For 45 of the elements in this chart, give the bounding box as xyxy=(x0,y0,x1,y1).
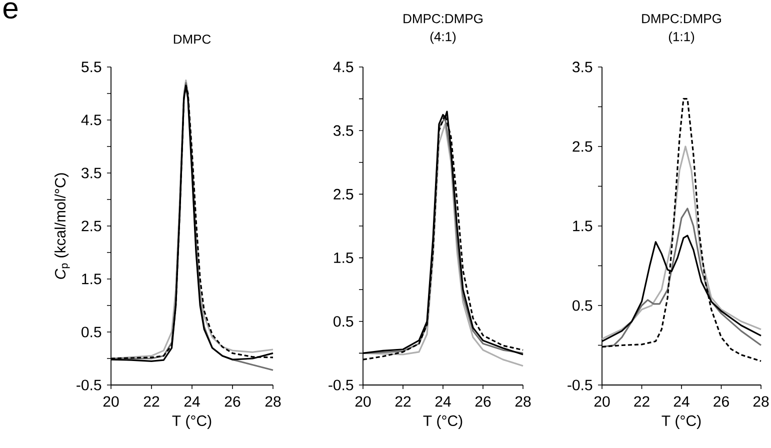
x-axis-title: T (°C) xyxy=(423,415,462,429)
x-axis-title: T (°C) xyxy=(662,415,701,429)
y-tick-label: -0.5 xyxy=(568,380,592,390)
y-tick-label: 3.5 xyxy=(82,168,102,178)
x-tick-label: 24 xyxy=(184,396,200,407)
chart-title: DMPC:DMPG xyxy=(404,14,482,24)
y-tick-label: 1.5 xyxy=(334,252,354,264)
y-tick-label: 4.5 xyxy=(333,62,354,72)
y-tick-label: 0.5 xyxy=(334,316,354,327)
x-tick-label: 20 xyxy=(103,396,119,407)
y-tick-label: 5.5 xyxy=(82,62,102,72)
x-tick-label: 22 xyxy=(395,396,411,407)
y-tick-label: 2.5 xyxy=(572,141,592,152)
line-series xyxy=(601,208,762,348)
y-axis-title: C$_{p}$ (kcal/mol/°C) xyxy=(54,173,70,279)
x-tick-label: 26 xyxy=(714,396,729,407)
y-tick-label: 3.5 xyxy=(572,62,592,72)
x-tick-label: 24 xyxy=(674,396,690,407)
x-tick-label: 28 xyxy=(753,396,769,407)
y-tick-label: 4.5 xyxy=(81,114,102,126)
y-tick-label: 2.5 xyxy=(334,188,354,200)
x-tick-label: 28 xyxy=(515,396,531,407)
x-tick-label: 24 xyxy=(435,396,451,407)
x-axis-title: T (°C) xyxy=(172,415,212,429)
y-tick-label: 1.5 xyxy=(82,274,102,284)
chart-title: DMPC:DMPG xyxy=(642,14,721,24)
y-tick-label: 3.5 xyxy=(334,125,354,136)
text: e xyxy=(3,2,18,19)
chart-subtitle: (4:1) xyxy=(430,32,456,44)
y-tick-label: 0.5 xyxy=(572,300,592,311)
chart-subtitle: (1:1) xyxy=(668,32,694,44)
x-tick-label: 22 xyxy=(144,396,160,407)
chart-title: DMPC xyxy=(174,34,211,44)
y-tick-label: 2.5 xyxy=(82,220,102,232)
x-tick-label: 28 xyxy=(265,396,281,407)
x-tick-label: 26 xyxy=(224,396,240,407)
y-tick-label: 1.5 xyxy=(573,220,592,232)
x-tick-label: 20 xyxy=(594,396,610,407)
line-series xyxy=(601,146,762,340)
x-tick-label: 22 xyxy=(634,396,650,407)
x-tick-label: 20 xyxy=(355,396,371,407)
y-tick-label: -0.5 xyxy=(328,380,354,390)
y-tick-label: -0.5 xyxy=(76,380,102,390)
x-tick-label: 26 xyxy=(475,396,491,407)
y-tick-label: 0.5 xyxy=(82,326,102,338)
